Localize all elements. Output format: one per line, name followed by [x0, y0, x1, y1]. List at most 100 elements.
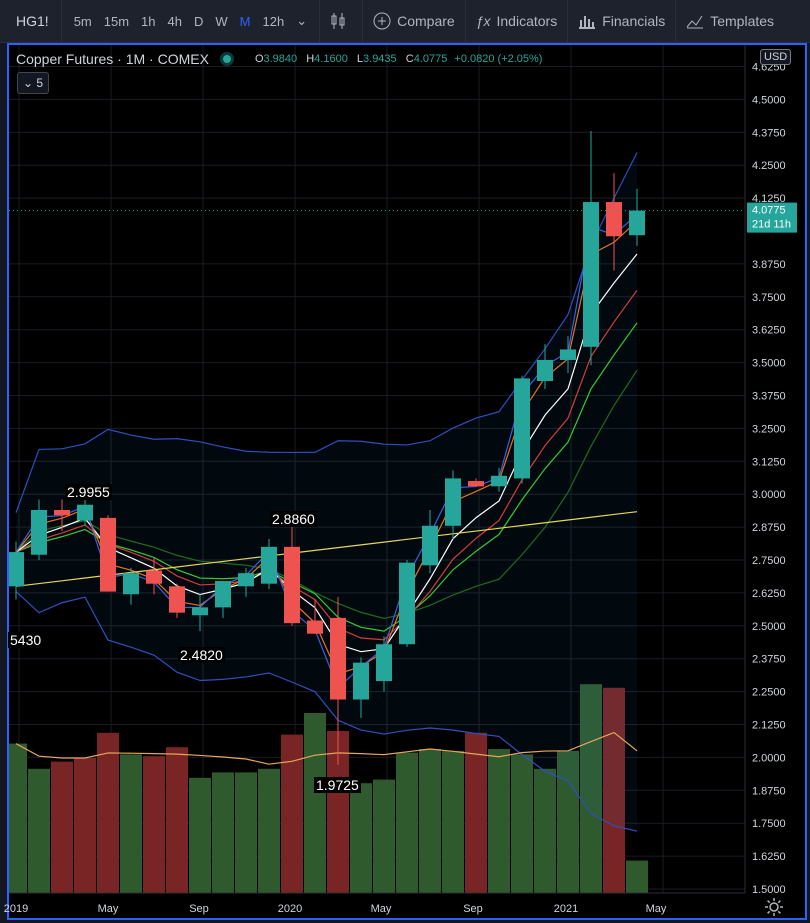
interval-bar: 5m 15m 1h 4h D W M 12h ⌄: [62, 0, 321, 42]
compare-button[interactable]: Compare: [363, 0, 466, 42]
volume-bar: [97, 732, 119, 893]
legend-ohlc: O3.9840 H4.1600 L3.9435 C4.0775 +0.0820 …: [249, 53, 543, 65]
price-tick-label: 4.1250: [752, 193, 786, 205]
candle: [100, 515, 116, 592]
low-annotation: 5430: [8, 632, 44, 648]
candle: [146, 557, 162, 595]
symbol-search[interactable]: HG1!: [0, 0, 62, 42]
candle-body: [100, 517, 116, 592]
interval-4h[interactable]: 4h: [167, 13, 182, 29]
templates-button[interactable]: Templates: [676, 0, 784, 42]
volume-bar: [465, 732, 487, 893]
volume-bar: [189, 777, 211, 893]
price-tick-label: 1.5000: [752, 884, 786, 896]
volume-bar: [9, 743, 27, 893]
price-tick-label: 3.2500: [752, 423, 786, 435]
volume-bar: [350, 783, 372, 893]
price-tick-label: 1.6250: [752, 851, 786, 863]
volume-bar: [626, 860, 648, 893]
top-toolbar: HG1! 5m 15m 1h 4h D W M 12h ⌄ Compare ƒx…: [0, 0, 810, 43]
fx-icon: ƒx: [475, 13, 491, 29]
interval-w[interactable]: W: [215, 13, 228, 29]
gear-icon[interactable]: [763, 896, 785, 918]
interval-d[interactable]: D: [193, 13, 204, 29]
volume-bar: [281, 734, 303, 893]
legend-title: Copper Futures · 1M · COMEX: [16, 51, 209, 67]
financials-button[interactable]: Financials: [568, 0, 677, 42]
price-tick-label: 2.2500: [752, 687, 786, 699]
chevron-down-icon: ⌄: [22, 76, 37, 90]
low-annotation: 2.4820: [178, 647, 225, 663]
volume-bar: [488, 749, 510, 893]
change-value: +0.0820 (+2.05%): [454, 53, 543, 65]
candle-body: [399, 562, 415, 645]
candle-body: [307, 620, 323, 634]
price-tick-label: 1.7500: [752, 818, 786, 830]
price-tick-label: 2.3750: [752, 654, 786, 666]
price-tick-label: 4.3750: [752, 127, 786, 139]
open-value: 3.9840: [263, 53, 298, 65]
candle: [54, 499, 70, 532]
plus-circle-icon: [373, 12, 391, 30]
bollinger-upper-line: [15, 152, 638, 513]
close-value: 4.0775: [413, 53, 448, 65]
candle: [376, 636, 392, 692]
volume-bar: [51, 761, 73, 893]
candle: [330, 596, 346, 765]
candle: [399, 560, 415, 647]
candle: [353, 657, 369, 718]
chart-type-button[interactable]: [320, 0, 364, 42]
candle-body: [583, 202, 599, 347]
candle-body: [376, 644, 392, 682]
price-tick-label: 4.5000: [752, 94, 786, 106]
volume-bar: [143, 756, 165, 893]
ma-line: [15, 220, 638, 675]
indicators-button[interactable]: ƒx Indicators: [466, 0, 569, 42]
volume-bar: [327, 731, 349, 893]
price-tick-label: 3.7500: [752, 292, 786, 304]
candle: [537, 344, 553, 389]
collapse-indicators-button[interactable]: ⌄ 5: [17, 72, 49, 94]
volume-bar: [511, 754, 533, 893]
low-label: L: [356, 53, 364, 65]
candle: [238, 567, 254, 597]
price-tick-label: 3.1250: [752, 456, 786, 468]
indicators-label: Indicators: [496, 13, 558, 29]
time-tick-label: 2019: [4, 903, 28, 915]
candle-body: [169, 586, 185, 613]
candle: [123, 567, 139, 605]
interval-5m[interactable]: 5m: [73, 13, 92, 29]
candle: [422, 509, 438, 574]
candle: [192, 594, 208, 632]
volume-bar: [304, 713, 326, 893]
volume-bar: [235, 772, 257, 893]
price-tick-label: 2.8750: [752, 522, 786, 534]
ma-line: [15, 369, 638, 620]
candle-body: [330, 617, 346, 700]
interval-15m[interactable]: 15m: [103, 13, 130, 29]
bollinger-fill: [16, 152, 637, 832]
candle-body: [445, 478, 461, 526]
candle-body: [77, 504, 93, 521]
candle-body: [468, 481, 484, 487]
time-tick-label: May: [98, 903, 119, 915]
ma-line: [15, 511, 638, 587]
interval-1h[interactable]: 1h: [141, 13, 156, 29]
candle: [629, 188, 645, 246]
chevron-down-icon[interactable]: ⌄: [296, 13, 308, 28]
candle-body: [491, 475, 507, 487]
interval-12h[interactable]: 12h: [262, 13, 285, 29]
candle: [9, 541, 24, 600]
candle: [560, 336, 576, 374]
time-tick-label: Sep: [463, 903, 483, 915]
interval-m[interactable]: M: [239, 13, 251, 29]
volume-bar: [534, 768, 556, 893]
volume-bar: [120, 754, 142, 893]
last-price-value: 4.0775: [752, 205, 786, 217]
ma-line: [15, 214, 638, 689]
candle: [31, 499, 47, 560]
price-tick-label: 3.5000: [752, 358, 786, 370]
currency-label[interactable]: USD: [760, 49, 792, 65]
candle: [215, 581, 231, 618]
